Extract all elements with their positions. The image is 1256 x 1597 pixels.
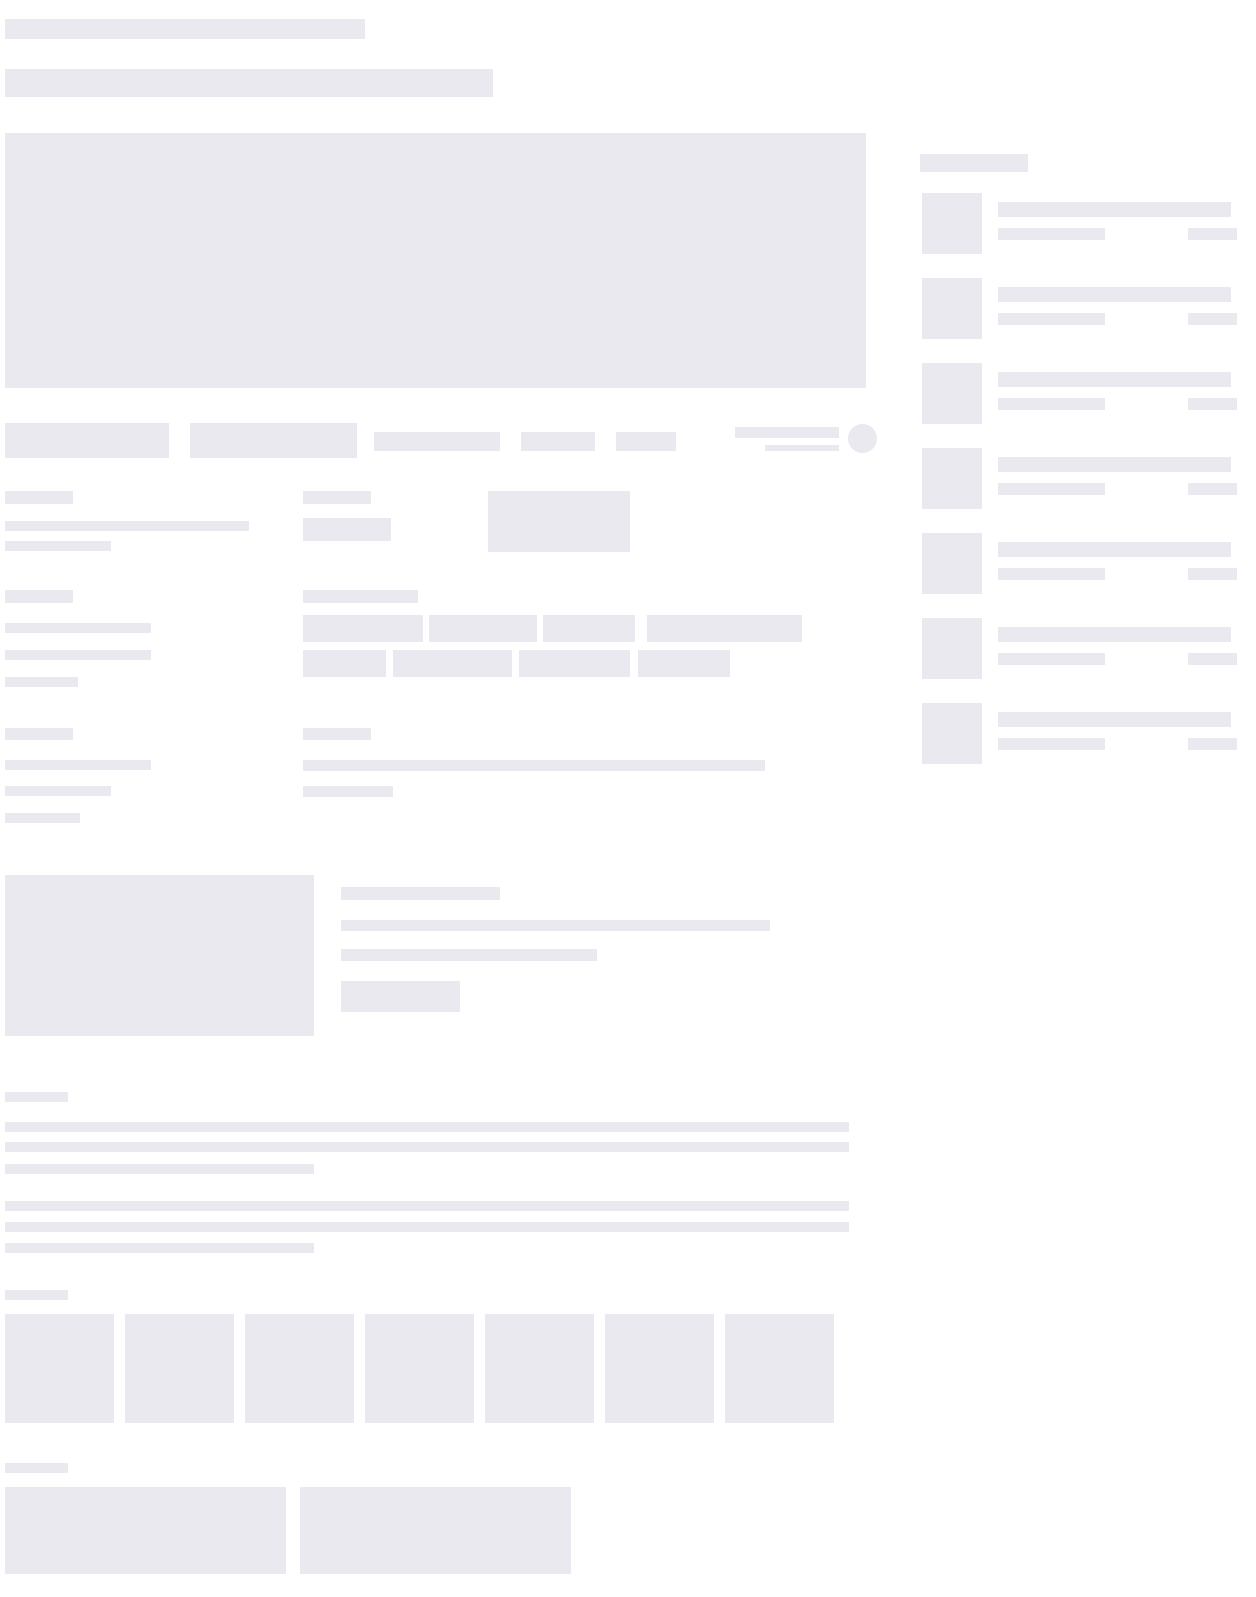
section-c-left-line-3 (5, 813, 80, 823)
paragraph-1-line-3 (5, 1164, 314, 1174)
section-a-left-line-1 (5, 521, 249, 531)
related-title-placeholder (998, 372, 1231, 387)
section-c-left-line-1 (5, 760, 151, 770)
hero-media-placeholder (5, 133, 866, 388)
related-duration-placeholder (1188, 653, 1237, 665)
gallery-thumbnail-placeholder[interactable] (725, 1314, 834, 1423)
section-c-right-line-2 (303, 786, 393, 797)
sidebar-title-placeholder (920, 154, 1028, 172)
section-b-left-line-3 (5, 677, 78, 687)
related-title-placeholder (998, 542, 1231, 557)
description-label-placeholder (5, 1092, 68, 1102)
related-item[interactable] (920, 703, 1237, 764)
paragraph-1-line-1 (5, 1122, 849, 1132)
section-a-mid-value-placeholder (303, 518, 391, 541)
tag-chip-placeholder[interactable] (543, 615, 635, 642)
related-thumbnail-placeholder[interactable] (922, 618, 982, 679)
tag-chip-placeholder[interactable] (519, 650, 630, 677)
tag-chip-placeholder[interactable] (393, 650, 512, 677)
related-meta-placeholder (998, 568, 1105, 580)
related-list (920, 193, 1237, 764)
section-c-right-label-placeholder (303, 728, 371, 740)
card-title-placeholder (341, 887, 500, 900)
related-meta-placeholder (998, 313, 1105, 325)
related-title-placeholder (998, 712, 1231, 727)
section-b-right-label-placeholder (303, 590, 418, 603)
gallery-thumbnail-placeholder[interactable] (605, 1314, 714, 1423)
related-title-placeholder (998, 287, 1231, 302)
section-c-right-line-1 (303, 760, 765, 771)
section-a-mid-label-placeholder (303, 491, 371, 504)
tag-chip-placeholder[interactable] (647, 615, 802, 642)
related-item[interactable] (920, 278, 1237, 339)
related-duration-placeholder (1188, 483, 1237, 495)
related-thumbnail-placeholder[interactable] (922, 448, 982, 509)
action-link-placeholder-3 (616, 432, 676, 451)
section-a-right-box-placeholder (488, 491, 630, 552)
related-meta-placeholder (998, 738, 1105, 750)
gallery-thumbnail-placeholder[interactable] (5, 1314, 114, 1423)
related-item[interactable] (920, 618, 1237, 679)
related-item[interactable] (920, 533, 1237, 594)
gallery-label-placeholder (5, 1290, 68, 1300)
byline-text-placeholder (735, 427, 839, 438)
card-text-line-2 (341, 949, 597, 961)
tag-chip-placeholder[interactable] (303, 615, 423, 642)
section-c-left-label-placeholder (5, 728, 73, 740)
related-thumbnail-placeholder[interactable] (922, 193, 982, 254)
card-button-placeholder[interactable] (341, 981, 460, 1012)
paragraph-1-line-2 (5, 1142, 849, 1152)
section-a-left-line-2 (5, 541, 111, 551)
paragraph-2-line-2 (5, 1222, 849, 1232)
related-duration-placeholder (1188, 738, 1237, 750)
related-meta-placeholder (998, 653, 1105, 665)
related-meta-placeholder (998, 228, 1105, 240)
related-item[interactable] (920, 448, 1237, 509)
byline-subtext-placeholder (765, 445, 839, 451)
gallery-thumbnail-placeholder[interactable] (125, 1314, 234, 1423)
page-title-placeholder (5, 19, 365, 39)
related-thumbnail-placeholder[interactable] (922, 278, 982, 339)
primary-button-placeholder[interactable] (5, 423, 169, 458)
section-b-left-line-1 (5, 623, 151, 633)
avatar-placeholder (848, 424, 877, 453)
related-item[interactable] (920, 363, 1237, 424)
paragraph-2-line-3 (5, 1243, 314, 1253)
secondary-button-placeholder[interactable] (190, 423, 357, 458)
related-duration-placeholder (1188, 228, 1237, 240)
tag-chip-placeholder[interactable] (429, 615, 537, 642)
bottom-label-placeholder (5, 1463, 68, 1473)
paragraph-2-line-1 (5, 1201, 849, 1211)
action-link-placeholder-2 (521, 432, 595, 451)
gallery-thumbnail-placeholder[interactable] (245, 1314, 354, 1423)
tag-chip-placeholder[interactable] (303, 650, 386, 677)
related-meta-placeholder (998, 398, 1105, 410)
section-b-left-line-2 (5, 650, 151, 660)
card-text-line-1 (341, 920, 770, 931)
bottom-card-placeholder[interactable] (300, 1487, 571, 1574)
action-link-placeholder-1 (374, 432, 500, 451)
related-title-placeholder (998, 202, 1231, 217)
section-a-left-label-placeholder (5, 491, 73, 504)
related-duration-placeholder (1188, 313, 1237, 325)
related-duration-placeholder (1188, 398, 1237, 410)
section-b-left-label-placeholder (5, 590, 73, 603)
tag-chip-placeholder[interactable] (638, 650, 730, 677)
gallery-thumbnail-placeholder[interactable] (365, 1314, 474, 1423)
page-subtitle-placeholder (5, 69, 493, 97)
related-item[interactable] (920, 193, 1237, 254)
related-thumbnail-placeholder[interactable] (922, 533, 982, 594)
related-thumbnail-placeholder[interactable] (922, 363, 982, 424)
related-title-placeholder (998, 457, 1231, 472)
gallery-thumbnail-placeholder[interactable] (485, 1314, 594, 1423)
related-title-placeholder (998, 627, 1231, 642)
card-image-placeholder (5, 875, 314, 1036)
related-thumbnail-placeholder[interactable] (922, 703, 982, 764)
bottom-card-placeholder[interactable] (5, 1487, 286, 1574)
related-meta-placeholder (998, 483, 1105, 495)
gallery-row (5, 1314, 834, 1423)
section-c-left-line-2 (5, 786, 111, 796)
related-duration-placeholder (1188, 568, 1237, 580)
